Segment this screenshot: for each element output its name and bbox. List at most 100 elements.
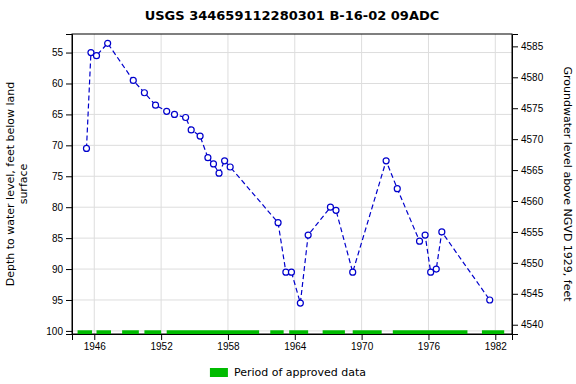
approved-segment <box>270 330 283 334</box>
tick-label: 4560 <box>521 196 544 207</box>
grid-line <box>294 34 295 334</box>
tick-label: 1982 <box>485 341 508 352</box>
tick-label: 80 <box>52 202 64 213</box>
tick-label: 4555 <box>521 227 544 238</box>
x-axis: 1946 1952 1958 1964 1970 1976 1982 <box>73 334 513 352</box>
data-point <box>222 158 228 164</box>
legend-swatch <box>210 368 228 377</box>
tick-label: 4575 <box>521 103 544 114</box>
grid-line <box>428 34 429 334</box>
tick-label: 4540 <box>521 319 544 330</box>
legend-label: Period of approved data <box>234 366 366 379</box>
grid-line <box>72 83 512 84</box>
data-point <box>305 232 311 238</box>
tick-mark <box>66 300 72 301</box>
tick-label: 75 <box>52 171 64 182</box>
grid-line <box>227 34 228 334</box>
tick-mark <box>66 83 72 84</box>
data-point <box>428 269 434 275</box>
tick-mark <box>66 145 72 146</box>
tick-mark <box>512 108 518 109</box>
plot: 1946 1952 1958 1964 1970 1976 1982 55 60 65 70 75 80… <box>46 34 543 352</box>
tick: 4545 <box>512 288 544 299</box>
data-point <box>433 266 439 272</box>
tick: 4555 <box>512 227 544 238</box>
tick: 4560 <box>512 196 544 207</box>
axis-line <box>66 35 73 335</box>
chart-title: USGS 344659112280301 B-16-02 09ADC <box>145 8 440 23</box>
tick-mark <box>512 263 518 264</box>
tick-label: 4570 <box>521 134 544 145</box>
tick-label: 1958 <box>217 341 240 352</box>
data-point <box>153 102 159 108</box>
tick: 100 <box>46 326 72 337</box>
tick-mark <box>512 170 518 171</box>
data-point <box>205 155 211 161</box>
y-axis-title: Depth to water level, feet below landsur… <box>4 82 30 287</box>
tick: 75 <box>52 171 72 182</box>
grid-line <box>72 145 512 146</box>
axis-line <box>513 35 519 335</box>
data-point <box>188 127 194 133</box>
approved-segment <box>323 330 345 334</box>
tick-mark <box>512 201 518 202</box>
data-point <box>327 204 333 210</box>
approved-segment <box>289 330 308 334</box>
tick: 55 <box>52 47 72 58</box>
tick: 1958 <box>217 334 240 352</box>
tick-mark <box>362 334 363 340</box>
data <box>78 40 505 332</box>
data-point <box>94 53 100 59</box>
tick: 4580 <box>512 72 544 83</box>
data-point <box>439 229 445 235</box>
data-point <box>105 40 111 46</box>
data-point <box>216 170 222 176</box>
data-point <box>350 269 356 275</box>
data-point <box>417 238 423 244</box>
chart: 1946 1952 1958 1964 1970 1976 1982 55 60 65 70 75 80… <box>0 0 576 384</box>
data-point <box>171 111 177 117</box>
grid-line <box>72 114 512 115</box>
tick: 4550 <box>512 258 544 269</box>
tick: 4565 <box>512 165 544 176</box>
data-point <box>130 77 136 83</box>
tick-mark <box>66 176 72 177</box>
tick-mark <box>428 334 429 340</box>
approved-segment <box>144 330 161 334</box>
tick-mark <box>66 114 72 115</box>
axis-line <box>73 335 513 341</box>
tick: 65 <box>52 109 72 120</box>
data-point <box>383 158 389 164</box>
tick-mark <box>295 334 296 340</box>
legend: Period of approved data <box>210 366 366 379</box>
tick: 1946 <box>84 334 107 352</box>
grid-line <box>72 207 512 208</box>
tick: 1982 <box>485 334 508 352</box>
tick-mark <box>512 77 518 78</box>
grid-line <box>72 176 512 177</box>
tick-mark <box>512 232 518 233</box>
grid <box>72 34 512 334</box>
data-point <box>288 269 294 275</box>
tick-label: 1964 <box>284 341 307 352</box>
tick-mark <box>228 334 229 340</box>
tick: 1964 <box>284 334 307 352</box>
data-point <box>197 133 203 139</box>
grid-line <box>161 34 162 334</box>
tick-label: 1970 <box>351 341 374 352</box>
y2-axis-title: Groundwater level above NGVD 1929, feet <box>561 66 574 302</box>
tick-label: 1952 <box>150 341 173 352</box>
tick-label: 60 <box>52 78 64 89</box>
grid-line <box>361 34 362 334</box>
tick-mark <box>512 139 518 140</box>
legend-item: Period of approved data <box>210 366 366 379</box>
grid-line <box>72 52 512 53</box>
tick: 1976 <box>418 334 441 352</box>
tick-mark <box>512 325 518 326</box>
tick-mark <box>66 53 72 54</box>
tick-mark <box>66 238 72 239</box>
tick-label: 65 <box>52 109 64 120</box>
tick-label: 70 <box>52 140 64 151</box>
tick: 4575 <box>512 103 544 114</box>
y-axis: 556065707580859095100 <box>46 35 72 337</box>
